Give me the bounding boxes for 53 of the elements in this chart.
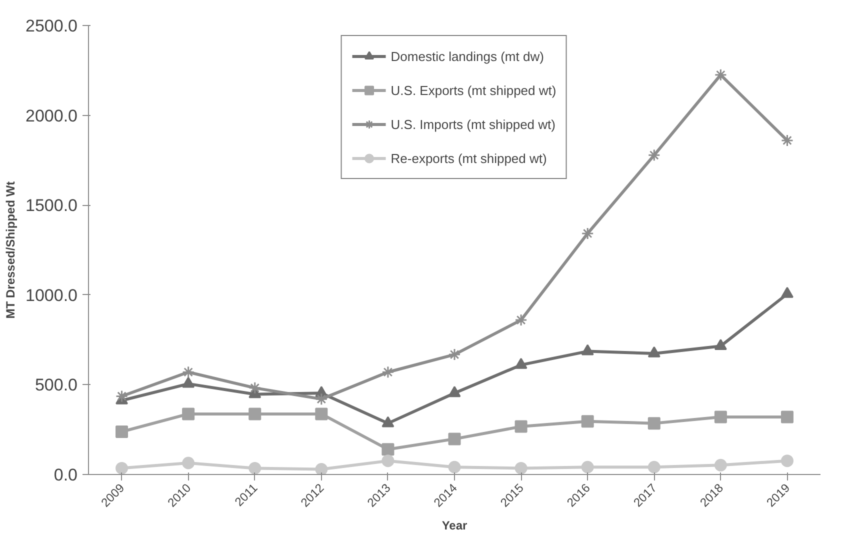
y-tick-label: 2000.0 [26, 106, 78, 126]
point [648, 346, 660, 358]
point [514, 420, 528, 433]
point [382, 366, 394, 378]
point [448, 460, 461, 474]
point [248, 462, 262, 474]
point [116, 390, 128, 402]
point [116, 462, 128, 474]
y-tick-label: 0.0 [54, 466, 78, 484]
y-tick-label: 2500.0 [26, 16, 78, 36]
point [581, 344, 594, 356]
point [182, 376, 195, 388]
point [648, 460, 660, 474]
point [714, 410, 727, 424]
point [448, 348, 461, 361]
point [248, 382, 262, 394]
y-tick-label: 1500.0 [26, 196, 78, 216]
point [116, 426, 128, 438]
legend-label: U.S. Exports (mt shipped wt) [390, 82, 556, 98]
point [182, 456, 195, 470]
point [780, 410, 794, 424]
legend-label: U.S. Imports (mt shipped wt) [390, 116, 556, 132]
point [315, 463, 328, 474]
point [315, 392, 328, 406]
y-tick-label: 1000.0 [26, 286, 78, 305]
legend-label: Domestic landings (mt dw) [390, 48, 544, 64]
y-tick-label: 500.0 [34, 376, 78, 395]
point [382, 443, 394, 456]
y-axis-title: MT Dressed/Shipped Wt [4, 181, 18, 319]
point [182, 366, 195, 378]
point [581, 227, 594, 240]
point [382, 454, 394, 468]
point [581, 460, 594, 474]
point [648, 148, 660, 162]
point [448, 386, 461, 398]
point [648, 417, 660, 430]
point [514, 314, 528, 326]
point [780, 134, 794, 147]
point [514, 462, 528, 474]
point [182, 408, 195, 420]
point [514, 358, 528, 369]
point [714, 68, 727, 82]
point [448, 432, 461, 446]
point [780, 286, 794, 298]
point [780, 454, 794, 468]
point [581, 415, 594, 428]
point [714, 338, 727, 350]
x-axis-title: Year [442, 518, 468, 533]
point [248, 408, 262, 420]
point [315, 408, 328, 420]
point [382, 416, 394, 428]
legend-label: Re-exports (mt shipped wt) [390, 150, 547, 166]
point [714, 458, 727, 472]
